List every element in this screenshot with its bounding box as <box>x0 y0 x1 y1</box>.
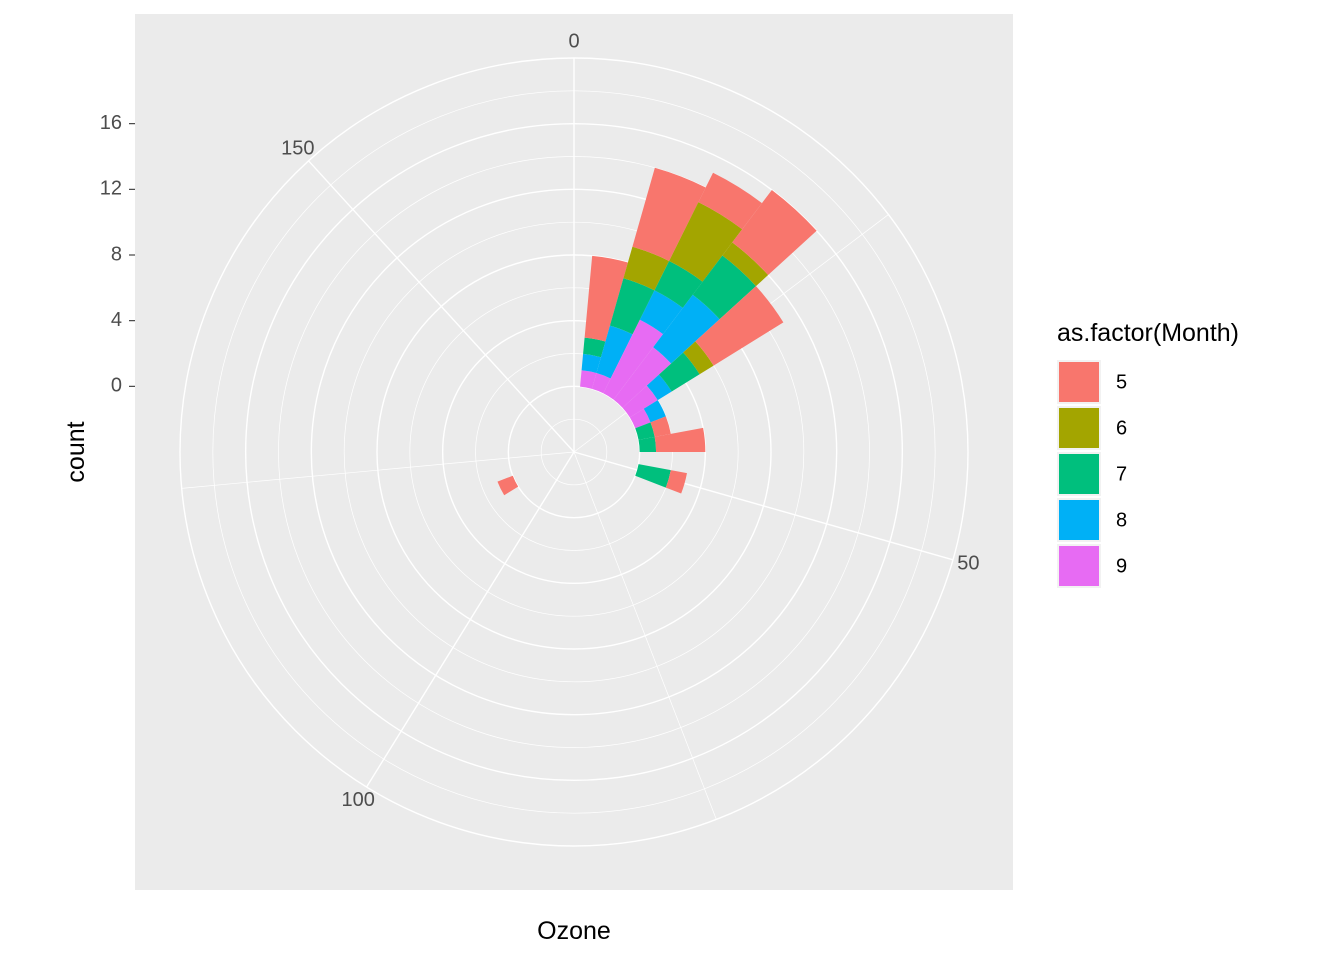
legend-swatch-month-6 <box>1059 408 1099 448</box>
bar-segment-month-7 <box>609 278 655 335</box>
bar-segment-month-7 <box>692 255 756 320</box>
grid-spoke <box>573 451 717 820</box>
legend-swatch-month-7 <box>1059 454 1099 494</box>
bar-segment-month-9 <box>629 408 651 429</box>
bar-segment-month-7 <box>654 260 703 308</box>
bar-segments <box>497 167 817 496</box>
bar-segment-month-7 <box>635 422 655 440</box>
legend-label-month-8: 8 <box>1116 509 1127 531</box>
count-tick-label: 16 <box>100 112 122 134</box>
ozone-tick-label: 100 <box>341 789 374 811</box>
grid-spoke <box>365 451 575 788</box>
bar-segment-month-6 <box>722 242 769 287</box>
count-axis: 0 4 8 12 16 <box>100 112 135 397</box>
bar-segment-month-5 <box>632 167 706 261</box>
bar-segment-month-5 <box>650 416 671 437</box>
legend-label-month-5: 5 <box>1116 371 1127 393</box>
legend-swatch-month-8 <box>1059 500 1099 540</box>
bar-segment-month-8 <box>581 353 601 374</box>
bar-segment-month-6 <box>623 246 670 291</box>
bar-segment-month-8 <box>653 294 720 364</box>
bar-segment-month-7 <box>658 352 700 392</box>
legend: as.factor(Month) 5 6 7 8 9 <box>1057 319 1239 588</box>
bar-segment-month-5 <box>695 286 784 366</box>
count-tick-label: 8 <box>111 243 122 265</box>
bar-segment-month-9 <box>613 347 672 408</box>
grid-spoke <box>308 160 575 453</box>
bar-segment-month-6 <box>669 202 743 282</box>
legend-swatch-month-5 <box>1059 362 1099 402</box>
bar-segment-month-5 <box>732 189 817 276</box>
grid-spoke <box>181 451 575 489</box>
bar-segment-month-5 <box>698 172 762 230</box>
bar-segment-month-9 <box>622 385 658 418</box>
count-tick-label: 4 <box>111 309 122 331</box>
ozone-tick-label: 0 <box>568 30 579 52</box>
bar-segment-month-8 <box>643 400 666 423</box>
bar-segment-month-5 <box>654 427 706 452</box>
bar-segment-month-7 <box>583 337 606 358</box>
bar-segment-month-5 <box>497 475 519 496</box>
y-axis-title: count <box>62 421 90 482</box>
legend-label-month-9: 9 <box>1116 555 1127 577</box>
bar-segment-month-9 <box>580 370 597 389</box>
bar-segment-month-8 <box>646 374 672 401</box>
bar-segment-month-5 <box>665 470 687 494</box>
bar-segment-month-7 <box>635 464 671 488</box>
count-tick-label: 12 <box>100 178 122 200</box>
count-tick-label: 0 <box>111 375 122 397</box>
ozone-tick-label: 150 <box>281 137 314 159</box>
bar-segment-month-5 <box>584 255 628 342</box>
legend-swatch-month-9 <box>1059 546 1099 586</box>
bar-segment-month-9 <box>603 319 664 400</box>
legend-label-month-6: 6 <box>1116 417 1127 439</box>
bar-segment-month-7 <box>638 436 657 452</box>
grid-lines <box>179 57 969 847</box>
x-axis-title: Ozone <box>537 917 611 945</box>
legend-title: as.factor(Month) <box>1057 319 1239 347</box>
bar-segment-month-6 <box>683 341 714 375</box>
ozone-tick-labels: 0 50 100 150 <box>281 30 979 811</box>
legend-label-month-7: 7 <box>1116 463 1127 485</box>
bar-segment-month-8 <box>596 325 633 379</box>
ozone-tick-label: 50 <box>957 552 979 574</box>
bar-segment-month-9 <box>591 373 611 394</box>
bar-segment-month-8 <box>639 290 683 335</box>
